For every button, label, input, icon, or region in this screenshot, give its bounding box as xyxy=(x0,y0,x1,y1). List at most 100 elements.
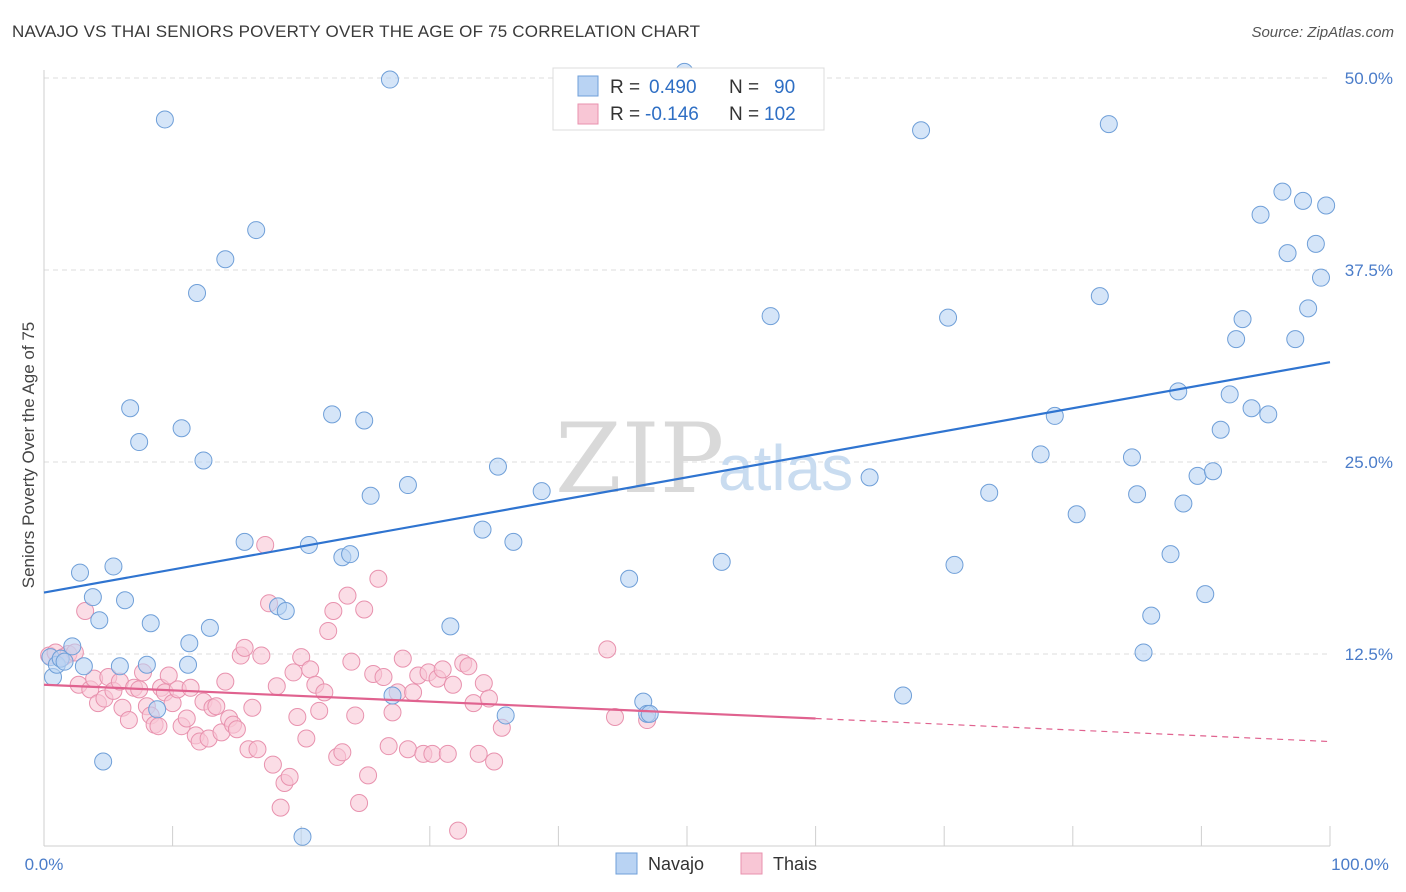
navajo-point xyxy=(1174,494,1193,513)
thai-n-value: 102 xyxy=(764,104,796,125)
thai-point xyxy=(355,600,374,619)
navajo-point xyxy=(1273,182,1292,201)
thai-point xyxy=(149,717,168,736)
navajo-point xyxy=(1242,399,1261,418)
navajo-point xyxy=(94,752,113,771)
y-tick-label: 25.0% xyxy=(1345,453,1393,472)
navajo-point xyxy=(116,591,135,610)
thai-point xyxy=(374,668,393,687)
navajo-point xyxy=(55,652,74,671)
navajo-point xyxy=(148,700,167,719)
thai-point xyxy=(319,621,338,640)
thai-point xyxy=(288,707,307,726)
navajo-point xyxy=(383,686,402,705)
thai-point xyxy=(301,660,320,679)
thai-point xyxy=(216,672,235,691)
thai-point xyxy=(474,674,493,693)
navajo-point xyxy=(104,557,123,576)
navajo-point xyxy=(130,433,149,452)
thai-point xyxy=(459,657,478,676)
series-legend: Navajo Thais xyxy=(615,852,817,875)
thai-point xyxy=(359,766,378,785)
thai-point xyxy=(333,743,352,762)
thai-point xyxy=(342,652,361,671)
navajo-point xyxy=(1227,330,1246,349)
navajo-point xyxy=(1122,448,1141,467)
navajo-point xyxy=(1233,310,1252,329)
navajo-bottom-label: Navajo xyxy=(648,854,704,874)
navajo-point xyxy=(194,451,213,470)
navajo-point xyxy=(293,827,312,846)
thai-point xyxy=(310,701,329,720)
navajo-point xyxy=(1220,385,1239,404)
y-axis-label: Seniors Poverty Over the Age of 75 xyxy=(19,322,38,588)
gridlines xyxy=(44,77,1330,655)
thai-point xyxy=(423,744,442,763)
navajo-point xyxy=(1196,585,1215,604)
x-tick-max: 100.0% xyxy=(1331,855,1389,874)
navajo-point xyxy=(90,611,109,630)
navajo-point xyxy=(172,419,191,438)
navajo-point xyxy=(74,657,93,676)
navajo-point xyxy=(63,637,82,656)
thai-point xyxy=(252,646,271,665)
navajo-point xyxy=(945,555,964,574)
navajo-point xyxy=(398,476,417,495)
navajo-r-label: R = xyxy=(610,77,640,98)
navajo-point xyxy=(894,686,913,705)
navajo-point xyxy=(1259,405,1278,424)
navajo-n-value: 90 xyxy=(774,77,795,98)
thai-point xyxy=(404,683,423,702)
thai-point xyxy=(284,663,303,682)
navajo-point xyxy=(361,486,380,505)
navajo-point xyxy=(1067,505,1086,524)
navajo-point xyxy=(200,618,219,637)
thai-point xyxy=(443,675,462,694)
thai-point xyxy=(346,706,365,725)
thai-point xyxy=(280,767,299,786)
navajo-r-value: 0.490 xyxy=(649,77,697,98)
navajo-point xyxy=(504,532,523,551)
navajo-point xyxy=(137,655,156,674)
trendlines xyxy=(43,361,1331,743)
navajo-point xyxy=(276,601,295,620)
thai-n-label: N = xyxy=(729,104,759,125)
navajo-point xyxy=(235,532,254,551)
thai-bottom-label: Thais xyxy=(773,854,817,874)
navajo-point xyxy=(1161,545,1180,564)
thai-point xyxy=(479,689,498,708)
navajo-point xyxy=(180,634,199,653)
navajo-point xyxy=(441,617,460,636)
navajo-point xyxy=(712,552,731,571)
thai-point xyxy=(393,649,412,668)
navajo-point xyxy=(640,704,659,723)
navajo-point xyxy=(1128,485,1147,504)
navajo-point xyxy=(1211,420,1230,439)
thai-point xyxy=(338,586,357,605)
thai-point xyxy=(177,709,196,728)
navajo-point xyxy=(155,110,174,129)
thai-point xyxy=(227,720,246,739)
thai-point xyxy=(263,755,282,774)
navajo-point xyxy=(1142,606,1161,625)
thai-point xyxy=(292,648,311,667)
thai-trendline xyxy=(43,683,816,720)
thai-point xyxy=(598,640,617,659)
navajo-point xyxy=(380,70,399,89)
thai-point xyxy=(449,821,468,840)
navajo-point xyxy=(1188,466,1207,485)
navajo-point xyxy=(1311,268,1330,287)
navajo-point xyxy=(1031,445,1050,464)
thai-legend-swatch xyxy=(577,103,599,125)
y-tick-label: 50.0% xyxy=(1345,69,1393,88)
navajo-bottom-swatch xyxy=(615,852,638,875)
thai-point xyxy=(181,678,200,697)
navajo-point xyxy=(620,569,639,588)
navajo-point xyxy=(216,250,235,269)
navajo-point xyxy=(1286,330,1305,349)
navajo-point xyxy=(939,308,958,327)
navajo-point xyxy=(110,657,129,676)
navajo-point xyxy=(1306,234,1325,253)
thai-trendline-extension xyxy=(815,717,1331,743)
navajo-point xyxy=(473,520,492,539)
